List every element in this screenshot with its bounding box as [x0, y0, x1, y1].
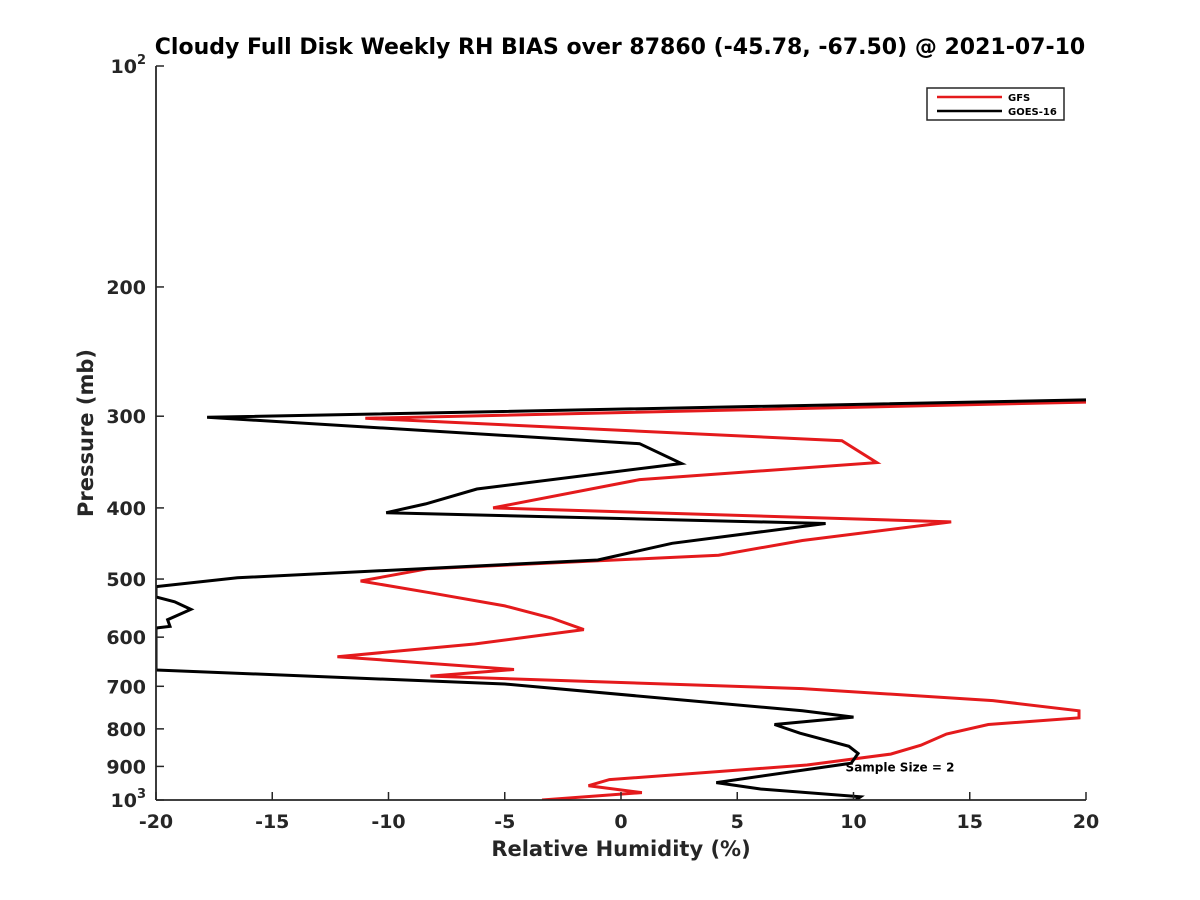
x-tick-label: 5: [731, 811, 744, 833]
y-tick-label: 900: [106, 756, 146, 778]
legend-box: [926, 87, 1065, 121]
x-tick-label: 15: [957, 811, 983, 833]
x-axis-label: Relative Humidity (%): [491, 837, 750, 861]
x-tick-label: 0: [614, 811, 627, 833]
legend: GFS GOES-16: [926, 87, 1065, 121]
y-tick-label: 800: [106, 719, 146, 741]
y-tick-label: 103: [111, 787, 147, 812]
sample-size-annotation: Sample Size = 2: [846, 760, 955, 774]
x-tick-label: -15: [255, 811, 289, 833]
x-tick-label: -5: [494, 811, 515, 833]
series-line-gfs: [337, 400, 1086, 800]
y-tick-label: 600: [106, 627, 146, 649]
x-tick-label: -20: [139, 811, 173, 833]
chart-title: Cloudy Full Disk Weekly RH BIAS over 878…: [155, 35, 1085, 60]
series-layer: [156, 398, 1086, 800]
y-tick-label: 500: [106, 569, 146, 591]
x-ticks: -20 -15 -10 -5 0 5 10 15 20: [139, 792, 1099, 833]
y-axis-label: Pressure (mb): [74, 349, 98, 517]
y-ticks: 102 200 300 400 500 600 700 800 900 103: [106, 53, 164, 812]
x-tick-label: 20: [1073, 811, 1099, 833]
y-tick-label: 700: [106, 676, 146, 698]
legend-label-goes-16: GOES-16: [1008, 107, 1057, 118]
y-tick-label: 200: [106, 277, 146, 299]
y-tick-label: 400: [106, 498, 146, 520]
y-tick-label: 300: [106, 406, 146, 428]
x-tick-label: -10: [371, 811, 405, 833]
series-line-goes-16: [156, 398, 1086, 800]
y-tick-label: 102: [111, 53, 147, 78]
x-tick-label: 10: [840, 811, 866, 833]
legend-label-gfs: GFS: [1008, 93, 1030, 104]
